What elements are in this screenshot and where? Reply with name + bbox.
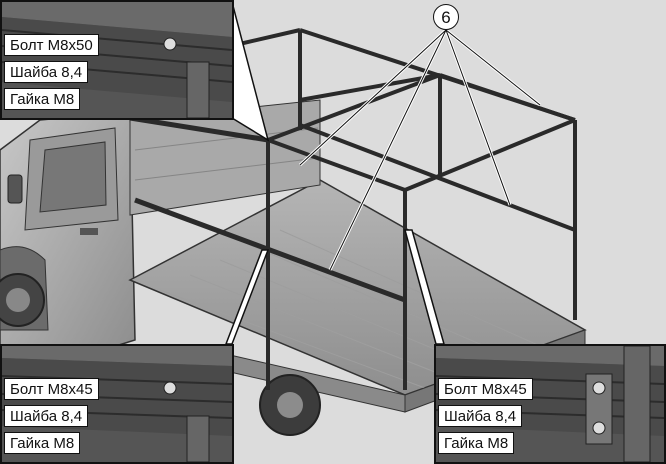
washer-label: Шайба 8,4 bbox=[438, 405, 523, 427]
awning-frame bbox=[129, 28, 577, 390]
detail-inset-top-left: Болт М8х50 Шайба 8,4 Гайка М8 bbox=[0, 0, 234, 120]
nut-label: Гайка М8 bbox=[4, 432, 81, 454]
nut-label: Гайка М8 bbox=[438, 432, 515, 454]
nut-label: Гайка М8 bbox=[4, 88, 81, 110]
bolt-label: Болт М8х45 bbox=[4, 378, 99, 400]
bolt-label: Болт М8х50 bbox=[4, 34, 99, 56]
inset-connectors bbox=[224, 1, 445, 345]
beam-detail-bottom-right bbox=[436, 346, 664, 462]
bolt-head-icon bbox=[163, 37, 177, 51]
washer-label: Шайба 8,4 bbox=[4, 61, 89, 83]
bolt-label: Болт М8х45 bbox=[438, 378, 533, 400]
frame-post bbox=[623, 346, 651, 462]
bolt-head-icon bbox=[163, 381, 177, 395]
bolt-head-icon bbox=[592, 421, 606, 435]
bolt-head-icon bbox=[592, 381, 606, 395]
truck-cab bbox=[0, 111, 136, 361]
detail-inset-bottom-left: Болт М8х45 Шайба 8,4 Гайка М8 bbox=[0, 344, 234, 464]
callout-6: 6 bbox=[433, 4, 459, 30]
detail-inset-bottom-right: Болт М8х45 Шайба 8,4 Гайка М8 bbox=[434, 344, 666, 464]
washer-label: Шайба 8,4 bbox=[4, 405, 89, 427]
